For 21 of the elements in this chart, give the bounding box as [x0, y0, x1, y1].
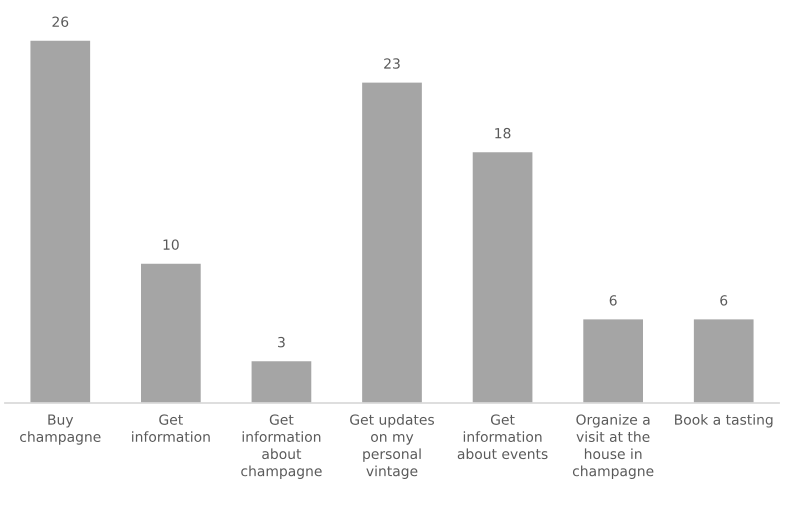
x-tick-label: Buy champagne: [20, 414, 101, 445]
bar: [583, 319, 643, 403]
x-tick-label: Book a tasting: [675, 414, 772, 428]
bar: [694, 319, 754, 403]
x-tick-label: Organize a visit at the house in champagne: [572, 414, 654, 479]
data-label: 10: [164, 239, 179, 250]
x-tick-label: Get information about champagne: [241, 414, 322, 479]
data-label: 6: [610, 295, 617, 306]
data-label: 6: [720, 295, 728, 306]
data-label: 3: [278, 336, 285, 348]
x-tick-label: Get information about events: [458, 414, 548, 460]
x-tick-label: Get updates on my personal vintage: [350, 414, 434, 479]
data-label: 18: [495, 128, 510, 138]
bar: [472, 152, 532, 403]
bar: [252, 361, 312, 403]
bar: [30, 40, 90, 403]
bar: [141, 264, 201, 403]
data-label: 26: [52, 16, 68, 27]
data-label: 23: [384, 58, 400, 69]
bar: [362, 82, 422, 403]
x-tick-label: Get information: [132, 414, 210, 442]
